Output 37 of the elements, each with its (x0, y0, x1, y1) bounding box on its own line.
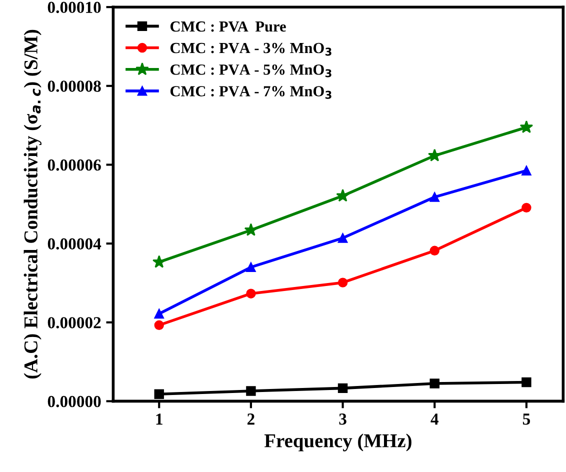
x-tick-label: 2 (247, 414, 254, 425)
point (338, 383, 348, 394)
point (246, 386, 256, 396)
point (244, 223, 258, 236)
point (246, 288, 256, 298)
y-tick-label: 0.00006 (48, 159, 101, 171)
point (522, 202, 532, 213)
point (154, 389, 164, 399)
y-axis-title: (A.C) Electrical Conductivity (σ$_{a.c}$) (S/M) (24, 30, 42, 378)
x-axis-title: Frequency (MHz) (264, 434, 412, 452)
legend-label: CMC : PVA - 3% MnO$_{3}$ (170, 42, 332, 56)
point (430, 246, 440, 256)
y-tick-label: 0.00002 (48, 317, 101, 328)
point (522, 166, 532, 176)
point (154, 320, 164, 330)
x-tick-label: 4 (430, 414, 438, 425)
x-tick-label: 5 (522, 414, 530, 425)
x-tick-label: 3 (339, 414, 346, 425)
point (338, 278, 348, 288)
point (428, 148, 442, 162)
point (522, 377, 532, 388)
y-tick-label: 0.00004 (48, 238, 102, 250)
point (152, 255, 166, 268)
legend-label: CMC : PVA - 7% MnO$_{3}$ (170, 86, 332, 99)
point (246, 262, 256, 272)
point (154, 308, 164, 319)
legend-label: CMC : PVA Pure (170, 21, 286, 32)
y-tick-label: 0.00000 (48, 396, 101, 408)
legend-label: CMC : PVA - 5% MnO$_{3}$ (170, 64, 332, 78)
point (338, 233, 348, 243)
point (336, 188, 350, 202)
point (520, 120, 534, 134)
y-tick-label: 0.00008 (48, 80, 101, 92)
point (430, 192, 440, 202)
point (430, 378, 440, 388)
y-tick-label: 0.00010 (48, 2, 101, 14)
x-tick-label: 1 (156, 414, 162, 425)
